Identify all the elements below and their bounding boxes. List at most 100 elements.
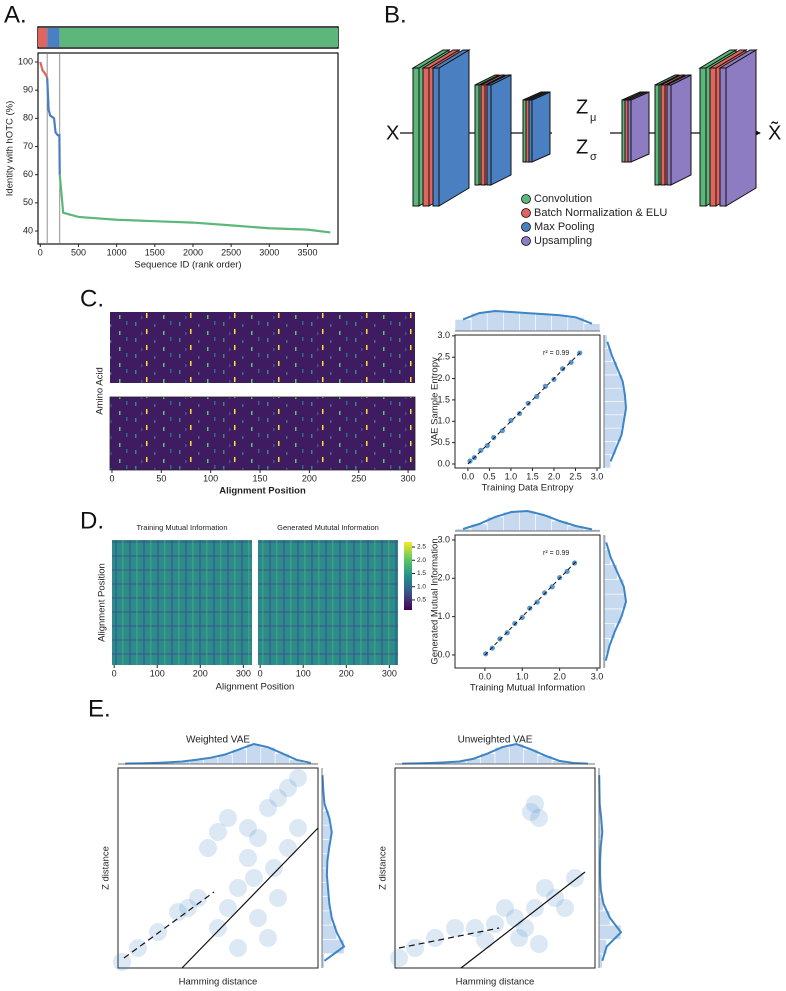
y-tick-label: 3.0 [437,330,450,340]
point [491,434,497,441]
point [249,829,267,847]
layer-side [670,74,692,186]
point [289,769,307,787]
x-tick-label: 100 [296,668,311,678]
point [229,939,247,957]
point [516,919,534,937]
x-marginal-curve [462,309,593,325]
layer-front [412,67,420,207]
y-axis-label: Generated Mutual Information [430,538,441,664]
point [245,869,263,887]
heatmap-image [112,540,252,665]
x-tick-label: 2000 [183,247,203,257]
layer-front [480,84,486,186]
point [512,620,518,627]
y-marginal-bar [598,953,603,969]
x-tick-label: 1.0 [516,671,529,681]
layer-top [480,74,506,86]
y-axis-label: Amino Acid [95,367,106,415]
legend-swatch [521,208,531,218]
plot-frame [117,767,319,969]
x-axis-label: Alignment Position [216,682,295,693]
x-tick-label: 2500 [221,247,241,257]
panel-letter: E. [88,695,111,722]
layer-front [528,99,533,163]
point [269,789,287,807]
colorbar-label: 0.5 [417,597,426,604]
point [219,899,237,917]
point [549,584,555,590]
x-marginal-bar [535,313,552,332]
x-tick-label: 150 [253,473,268,483]
plot-frame [454,334,601,469]
heatmap-image [258,540,398,665]
layer-front [432,67,440,207]
point [556,899,574,917]
x-tick-label: 300 [401,473,416,483]
layer-top [698,49,738,69]
line-series [46,77,61,175]
x-tick-label: 0.0 [462,471,475,481]
x-tick-label: 200 [193,668,208,678]
point [484,443,490,449]
input-label: X [386,122,399,144]
heatmap-title: Generated Mututal Information [277,523,379,532]
point [478,447,484,453]
x-tick-label: 300 [382,668,397,678]
latent-subscript: μ [590,112,596,124]
point [530,935,548,953]
group-strip [59,28,338,47]
x-tick-label: 50 [156,473,166,483]
panel-letter: C. [80,285,104,312]
heatmap-frame [109,396,416,471]
y-tick-label: 2.5 [437,352,450,362]
x-tick-label: 0.5 [483,471,496,481]
x-tick-label: 1.0 [505,471,518,481]
point [536,879,554,897]
point [219,809,237,827]
group-strip [47,28,60,47]
x-marginal-bar [503,511,520,532]
y-tick-label: 60 [23,169,33,179]
layer-top [486,74,512,86]
point [467,458,473,464]
fit-line [181,827,319,969]
plot-frame [454,534,601,669]
x-tick-label: 1000 [107,247,127,257]
point [486,915,504,933]
x-axis-label: Training Mutual Information [470,683,585,694]
line-series [58,174,331,234]
layer-top [708,49,748,69]
point [496,899,514,917]
x-marginal-bar [503,311,520,332]
point [534,393,540,400]
point [489,645,495,651]
x-axis-label: Sequence ID (rank order) [134,260,241,271]
x-tick-label: 2.0 [553,671,566,681]
y-tick-label: 3.0 [437,534,450,544]
x-axis-label: Hamming distance [456,977,535,988]
y-marginal-bar [603,593,627,610]
layer-front [719,67,727,207]
point [526,899,544,917]
layer-top [431,49,471,69]
y-tick-label: 80 [23,113,33,123]
y-marginal-bar [321,953,325,969]
layer-front [660,84,666,186]
x-tick-label: 3.0 [591,671,604,681]
line-series [39,61,49,79]
group-strip [38,28,48,47]
plot-frame [394,767,596,969]
point [279,779,297,797]
latent-label: Z [576,96,588,118]
point [499,428,505,434]
layer-top [666,74,692,86]
layer-front [422,67,430,207]
y-tick-label: 0.0 [437,649,450,659]
x-marginal-curve [402,742,588,765]
point [497,636,503,642]
x-axis-label: Training Data Entropy [481,483,573,494]
y-tick-label: 0.5 [437,437,450,447]
layer-side [630,91,650,163]
